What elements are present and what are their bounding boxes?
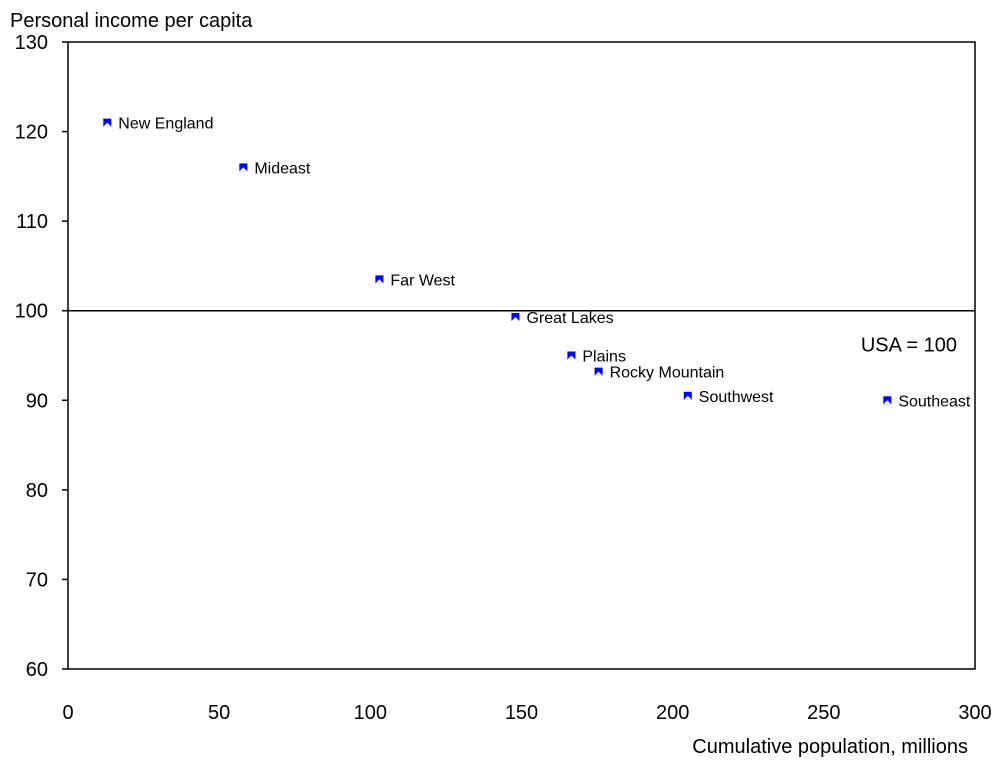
x-axis-title: Cumulative population, millions [692, 736, 968, 758]
y-tick-label: 130 [15, 32, 48, 54]
y-tick-label: 100 [15, 301, 48, 323]
data-point-notch [103, 122, 112, 127]
data-point: Great Lakes [511, 310, 614, 327]
data-point: Mideast [239, 160, 311, 177]
y-tick-label: 90 [26, 390, 48, 412]
data-point-label: Far West [390, 272, 455, 289]
x-tick-label: 300 [958, 702, 991, 724]
data-point: Far West [375, 272, 456, 289]
y-tick-label: 120 [15, 122, 48, 144]
data-point: New England [103, 116, 213, 133]
data-point: Plains [567, 349, 626, 366]
data-point-notch [239, 167, 248, 172]
plot-area-frame [67, 41, 976, 670]
data-point-label: Rocky Mountain [610, 365, 725, 382]
y-axis-title: Personal income per capita [10, 10, 253, 32]
x-tick-label: 200 [656, 702, 689, 724]
x-tick-label: 250 [807, 702, 840, 724]
y-tick-label: 60 [26, 659, 48, 681]
data-point: Southwest [683, 389, 774, 406]
x-tick-label: 0 [62, 702, 73, 724]
reference-line-label: USA = 100 [861, 335, 957, 357]
data-point-label: Mideast [254, 160, 311, 177]
data-point-notch [683, 395, 692, 400]
data-point: Southeast [883, 393, 971, 410]
y-tick-label: 80 [26, 480, 48, 502]
data-point-label: Southeast [898, 393, 971, 410]
data-point-notch [594, 371, 603, 376]
data-point-marker [511, 312, 520, 321]
data-point-notch [567, 355, 576, 360]
y-tick-label: 110 [16, 211, 48, 233]
x-tick-label: 150 [505, 702, 538, 724]
x-tick-label: 50 [208, 702, 230, 724]
x-tick-label: 100 [354, 702, 387, 724]
data-point-label: Great Lakes [526, 310, 613, 327]
data-point-notch [511, 316, 520, 321]
data-point-label: New England [118, 116, 213, 133]
data-point: Rocky Mountain [594, 365, 725, 382]
data-point-label: Plains [582, 349, 626, 366]
data-point-notch [883, 400, 892, 405]
data-point-notch [375, 279, 384, 284]
data-point-label: Southwest [699, 389, 774, 406]
y-tick-label: 70 [26, 569, 48, 591]
